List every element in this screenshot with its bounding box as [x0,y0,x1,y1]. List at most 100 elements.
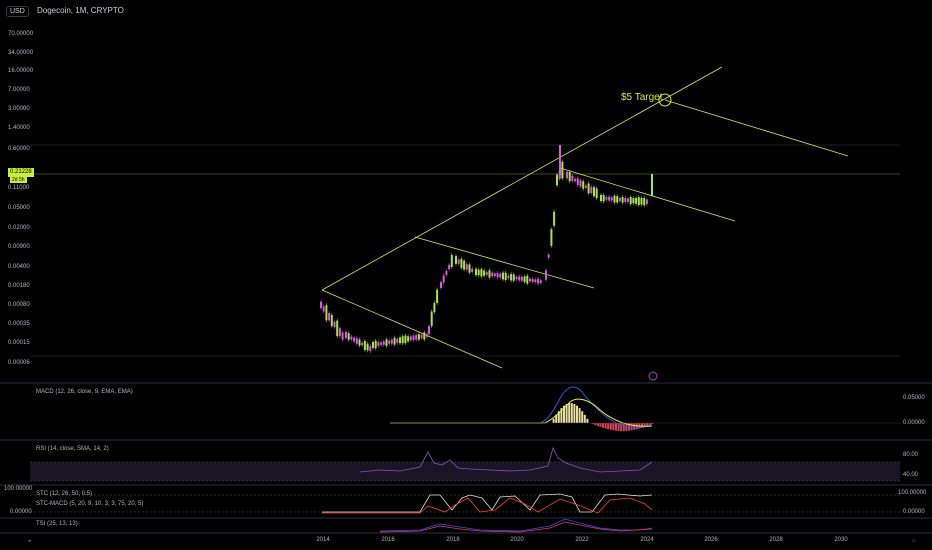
candle [420,334,423,339]
event-marker-icon [648,371,658,381]
candle [475,268,477,276]
candle [366,343,369,351]
candle [531,278,534,282]
macd-histogram [552,403,654,431]
candle [483,270,486,276]
candle [574,178,577,182]
candle [504,272,507,281]
macd-histogram-bar [573,403,576,423]
candle [480,269,483,277]
candle [529,278,531,282]
price-axis-label: 70.00000 [8,31,34,37]
candle [372,342,374,348]
candle [556,174,558,186]
tsi-line [379,518,653,532]
candle [345,332,347,338]
candle [496,272,499,278]
time-axis-label: 2022 [575,537,589,543]
candle [512,274,515,281]
candle [448,264,451,270]
macd-histogram-bar [578,408,581,423]
target-circle [658,93,672,107]
candle [412,335,415,341]
macd-label[interactable]: MACD (12, 26, close, 9, EMA, EMA) [36,389,133,395]
rsi-label[interactable]: RSI (14, close, SMA, 14, 2) [36,446,109,452]
stc-axis-left-top: 100.00000 [4,486,33,492]
macd-histogram-bar [599,423,602,427]
candle [545,270,547,280]
candle [407,336,410,342]
stc-label[interactable]: STC (12, 26, 50, 0.5) [36,491,93,497]
rsi-band [30,462,900,481]
candle [605,197,608,200]
macd-histogram-bar [615,423,617,431]
candle [571,175,574,181]
macd-axis-zero: 0.00000 [903,420,925,426]
candle [491,272,494,277]
candle [404,335,407,344]
candle [385,339,388,346]
candle [510,273,513,281]
macd-histogram-bar [586,418,589,423]
candle [499,273,502,278]
candle [640,198,643,205]
target-annotation[interactable]: $5 Target [621,92,663,103]
settings-icon[interactable]: ⌂ [912,538,916,544]
macd-histogram-bar [633,423,636,430]
price-axis-label: 0.05000 [8,205,30,211]
candle [488,270,491,278]
candle [382,341,385,345]
candle [600,194,602,202]
time-axis-label: 2028 [769,537,783,543]
candle [347,333,350,340]
candle [520,276,523,281]
macd-histogram-bar [557,411,560,423]
upper-channel-line [321,66,723,291]
candle [632,198,635,204]
stc-line [322,493,653,513]
time-axis-label: 2018 [446,537,460,543]
candle [576,178,579,186]
time-axis-label: 2030 [834,537,848,543]
lower-channel-line-1 [321,289,503,369]
candle [396,338,399,343]
macd-histogram-bar [651,423,654,425]
candle [325,305,328,321]
macd-histogram-bar [555,414,558,423]
crosshair-icon[interactable]: ⌖ [28,539,32,545]
candle [624,198,627,202]
candle [399,337,401,344]
price-axis-label: 0.00900 [8,244,30,250]
stc-macd-label[interactable]: STC-MACD (5, 20, 9, 10, 3, 3, 75, 20, 5) [36,501,144,507]
macd-histogram-bar [594,423,597,425]
candle [350,336,353,340]
tsi-label[interactable]: TSI (25, 13, 13) [36,521,78,527]
candle [608,196,611,201]
candle [579,180,582,187]
candle [415,335,418,340]
tsi-signal-line [379,521,653,533]
candle [593,187,595,197]
currency-selector[interactable]: USD [6,6,29,17]
candle [423,332,426,340]
candle [426,334,428,337]
candle [336,320,339,337]
macd-histogram-bar [609,423,612,430]
candle [539,280,542,283]
candle [428,326,430,334]
candle [465,264,468,270]
candle [463,260,466,270]
price-axis-label: 3.00000 [8,106,30,112]
candle [433,302,436,313]
candle [320,301,322,309]
candle [651,174,653,196]
candle [455,256,457,264]
stc-macd-line [322,497,653,514]
rsi-line [359,446,653,473]
bar-countdown: 2d 5h [10,177,27,183]
macd-histogram-bar [583,414,586,423]
macd-histogram-bar [607,423,610,430]
candle [322,306,325,312]
candle [390,339,393,344]
